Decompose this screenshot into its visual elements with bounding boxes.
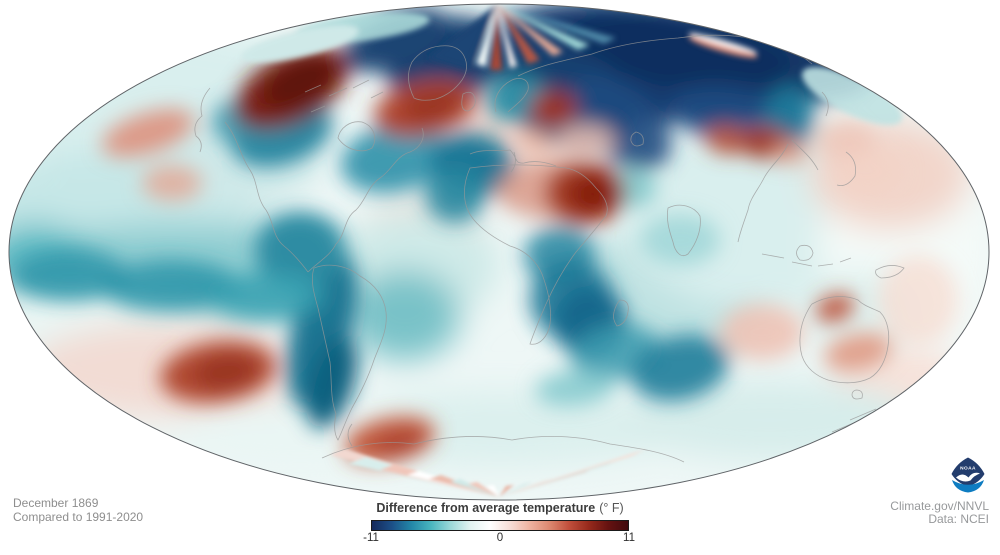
baseline-label: Compared to 1991-2020: [13, 510, 144, 524]
colorbar: Difference from average temperature (° F)…: [340, 501, 660, 546]
north-pole-fan: [428, 4, 616, 70]
colorbar-tick-min: -11: [363, 532, 379, 544]
colorbar-title: Difference from average temperature: [376, 501, 596, 515]
noaa-logo-text: NOAA: [960, 466, 976, 472]
credit-source: Climate.gov/NNVL: [890, 499, 989, 513]
noaa-logo-icon: NOAA: [949, 456, 987, 494]
credits: Climate.gov/NNVL Data: NCEI: [890, 500, 989, 526]
globe-outline: [8, 3, 990, 501]
colorbar-tick-zero: 0: [496, 532, 504, 544]
footer-left: December 1869 Compared to 1991-2020: [13, 496, 143, 524]
colorbar-tick-max: 11: [623, 532, 635, 544]
colorbar-title-row: Difference from average temperature (° F): [340, 501, 660, 516]
credit-data: Data: NCEI: [928, 512, 989, 526]
date-label: December 1869: [13, 496, 99, 510]
colorbar-unit: (° F): [599, 501, 624, 515]
south-pole-fan: [330, 449, 646, 497]
colorbar-gradient: [371, 520, 629, 531]
colorbar-ticks: -11 0 11: [363, 532, 635, 546]
